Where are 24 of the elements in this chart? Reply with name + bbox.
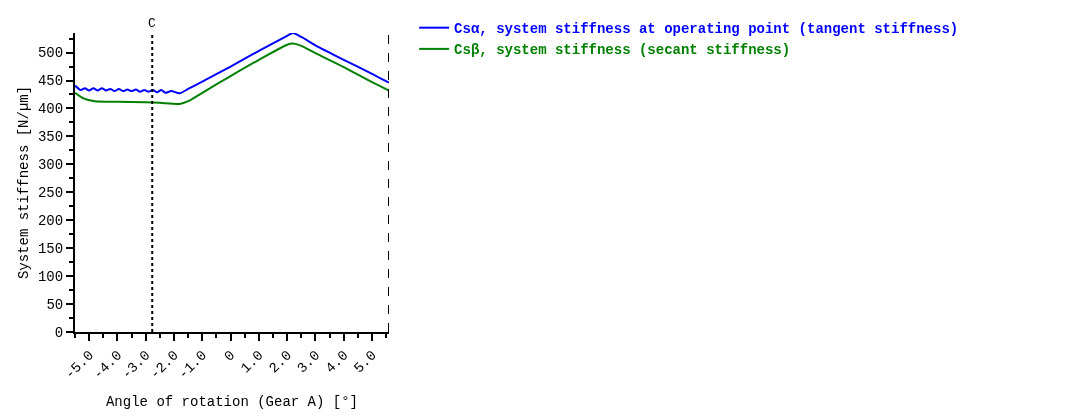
y-tick-label: 0: [54, 324, 64, 341]
y-tick-label: 150: [37, 241, 64, 258]
line-series: [75, 33, 389, 95]
x-tick-label: 2.0: [265, 347, 295, 377]
y-tick-label: 200: [37, 213, 64, 230]
x-tick-label: 5.0: [350, 347, 380, 377]
x-tick-label: 1.0: [237, 347, 267, 377]
legend-label: Csβ, system stiffness (secant stiffness): [454, 42, 791, 59]
x-tick-label: 3.0: [294, 347, 324, 377]
y-tick-label: 350: [37, 129, 64, 146]
y-tick-label: 50: [46, 296, 64, 313]
y-tick-label: 400: [37, 101, 64, 118]
y-tick-label: 250: [37, 185, 64, 202]
line-series: [75, 42, 389, 106]
y-tick-label: 100: [37, 269, 64, 286]
y-tick-label: 450: [37, 73, 64, 90]
y-tick-label: 500: [37, 45, 64, 62]
x-axis-title: Angle of rotation (Gear A) [°]: [105, 394, 359, 411]
y-axis-title: System stiffness [N/µm]: [16, 85, 33, 280]
y-tick-label: 300: [37, 157, 64, 174]
x-tick-label: 0: [221, 347, 239, 365]
legend-label: Csα, system stiffness at operating point (tangent stiffness): [454, 21, 959, 38]
x-tick-label: 4.0: [322, 347, 352, 377]
ref-line-label: C: [148, 16, 156, 31]
